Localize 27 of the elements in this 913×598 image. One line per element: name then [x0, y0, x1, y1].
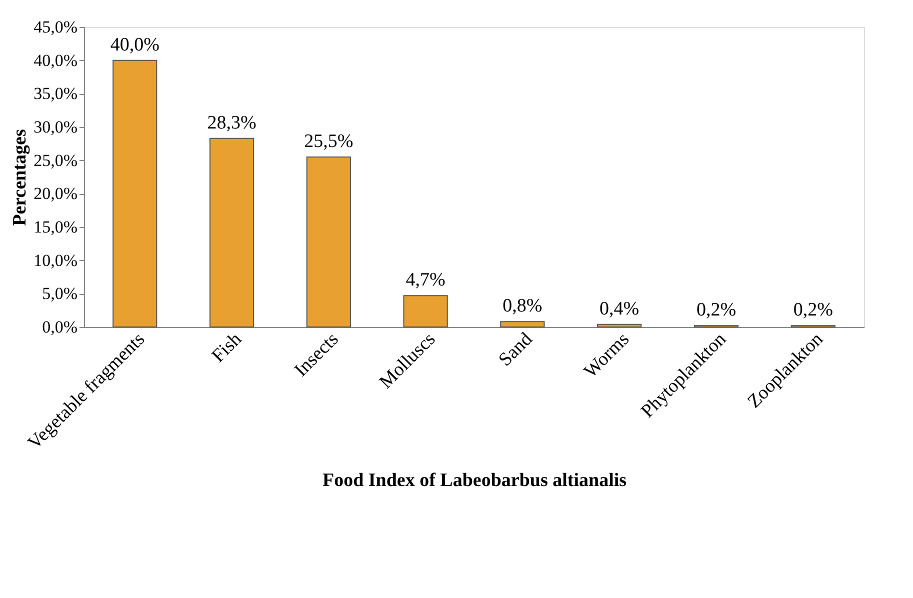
- x-tick-label: Fish: [208, 328, 246, 367]
- y-tick-label: 35,0%: [34, 84, 78, 104]
- y-tick-label: 15,0%: [34, 218, 78, 236]
- bar: [112, 60, 158, 328]
- data-label: 0,2%: [696, 300, 736, 321]
- y-tick-label: 40,0%: [34, 50, 78, 70]
- y-tick-label: 10,0%: [34, 250, 78, 270]
- y-tick-label: 25,0%: [34, 150, 78, 170]
- bar: [597, 324, 642, 328]
- data-label: 0,4%: [600, 298, 640, 320]
- y-tick-label: 45,0%: [34, 18, 78, 36]
- y-tick-label: 30,0%: [34, 118, 78, 136]
- data-label: 0,2%: [793, 300, 834, 321]
- y-tick-label: 5,0%: [42, 284, 78, 304]
- data-label: 28,3%: [207, 112, 256, 134]
- data-label: 25,5%: [304, 131, 354, 152]
- bar: [403, 295, 448, 328]
- bar: [209, 138, 254, 328]
- x-axis-title: Food Index of Labeobarbus altianalis: [322, 470, 627, 491]
- bar: [500, 321, 545, 328]
- data-label: 40,0%: [110, 34, 160, 56]
- y-axis-title: Percentages: [10, 129, 31, 226]
- bar: [306, 156, 351, 328]
- data-label: 4,7%: [406, 270, 446, 291]
- data-label: 0,8%: [502, 296, 542, 317]
- y-tick-label: 20,0%: [34, 184, 78, 204]
- y-tick-label: 0,0%: [42, 318, 78, 336]
